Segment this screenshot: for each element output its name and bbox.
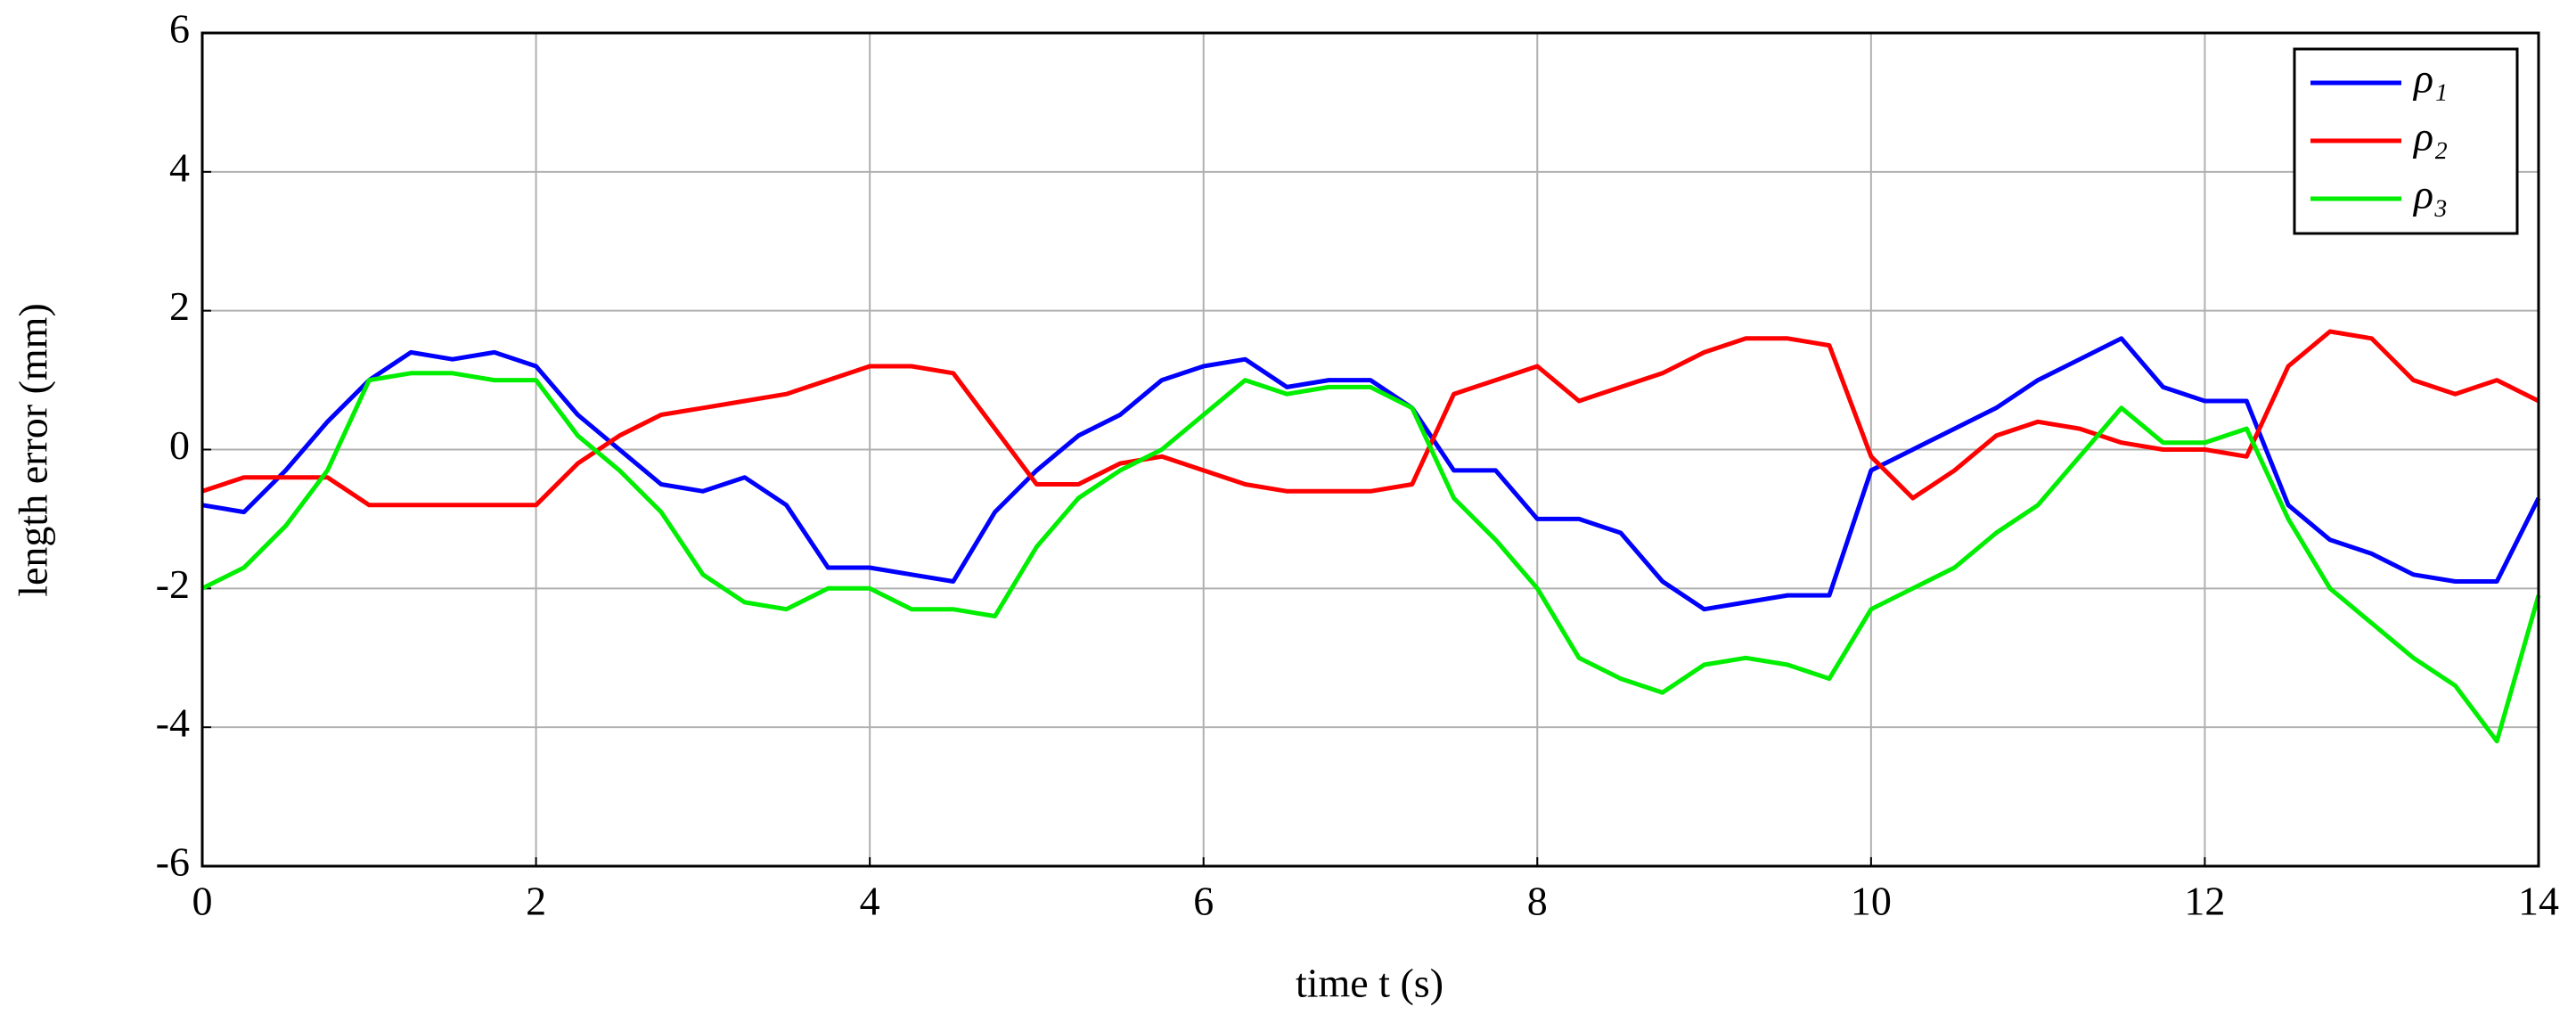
legend-label: ρ₁: [2412, 56, 2448, 102]
x-tick-label: 14: [2518, 879, 2559, 924]
series-line: [201, 329, 2540, 508]
y-tick-label: 2: [169, 283, 190, 329]
x-tick-label: 8: [1527, 879, 1548, 924]
y-tick-label: 0: [169, 422, 190, 468]
y-tick-label: 6: [169, 6, 190, 52]
x-tick-label: 2: [526, 879, 546, 924]
plot-frame: [200, 31, 2540, 868]
y-axis-label: length error (mm): [11, 303, 56, 597]
legend-label: ρ₂: [2412, 114, 2448, 160]
y-tick-label: 4: [169, 144, 190, 190]
series-line: [201, 336, 2541, 612]
x-tick-label: 6: [1193, 879, 1214, 924]
y-tick-label: -2: [156, 561, 190, 607]
x-tick-label: 10: [1851, 879, 1892, 924]
x-tick-label: 4: [860, 879, 880, 924]
x-axis-label: time t (s): [1296, 961, 1443, 1006]
y-tick-label: -4: [156, 700, 190, 746]
x-tick-label: 0: [192, 879, 213, 924]
legend-label: ρ₃: [2412, 172, 2448, 217]
y-tick-label: -6: [156, 839, 190, 885]
series-line: [200, 371, 2541, 744]
x-tick-label: 12: [2184, 879, 2225, 924]
